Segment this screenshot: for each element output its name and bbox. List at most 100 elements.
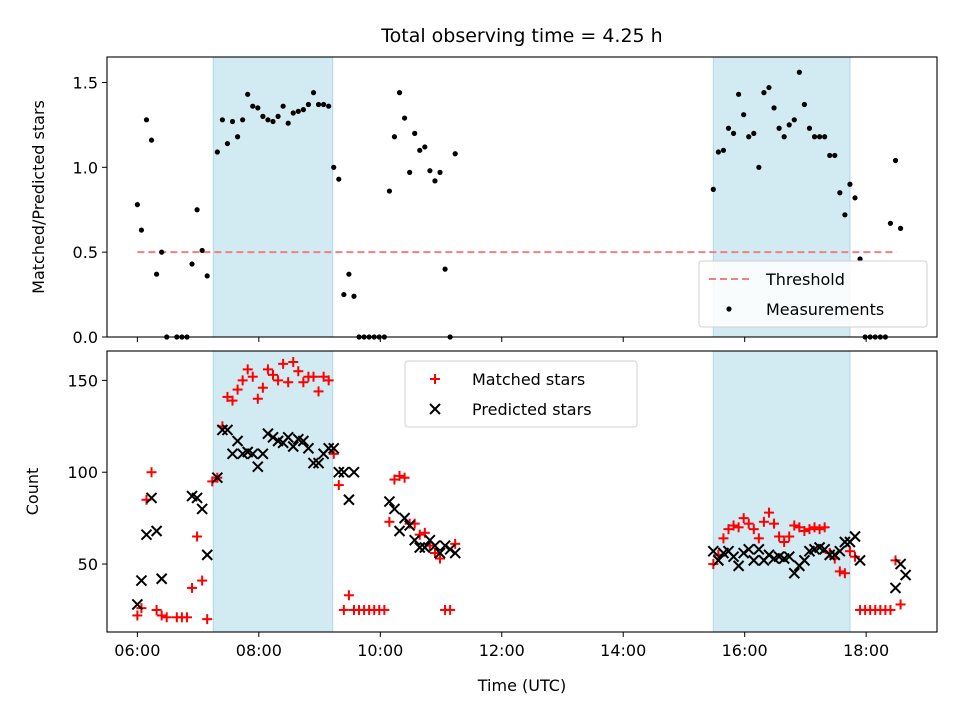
matched-stars-point [723, 524, 734, 535]
legend-label: Measurements [766, 300, 884, 319]
matched-stars-point [181, 612, 192, 623]
x-tick-label: 12:00 [479, 641, 525, 660]
matched-stars-point [308, 371, 319, 382]
matched-stars-point [197, 575, 208, 586]
measurements-point [240, 117, 246, 123]
matched-stars-point [814, 524, 825, 535]
measurements-point [305, 101, 312, 108]
predicted-stars-point [854, 554, 866, 567]
predicted-stars-point [226, 448, 239, 460]
count-panel: 50 100 150 06:00 08:00 10:00 12:00 14:00 16:00 18… [23, 350, 938, 695]
predicted-stars-point [434, 547, 446, 559]
ratio-axes: 0.0 0.5 1.0 1.5 [73, 56, 938, 347]
measurements-point [837, 190, 843, 196]
matched-stars-point [429, 548, 440, 559]
legend-marker-predicted-stars [429, 403, 441, 415]
measurements-point [214, 149, 220, 155]
predicted-stars-point [322, 442, 335, 455]
matched-stars-point [151, 604, 162, 615]
measurements-point [756, 164, 762, 170]
predicted-stars-point [712, 554, 725, 567]
predicted-stars-point [449, 547, 461, 559]
measurements-point [412, 130, 418, 136]
matched-stars-point [718, 533, 729, 544]
predicted-stars-point [297, 435, 310, 447]
predicted-stars-point [231, 435, 244, 447]
x-tick-label: 10:00 [357, 641, 403, 660]
measurements-point [751, 130, 757, 136]
y-tick-label: 1.5 [73, 73, 98, 92]
predicted-stars-point [899, 569, 912, 581]
matched-stars-point [257, 382, 268, 393]
measurements-point [321, 101, 327, 108]
measurements-point [736, 91, 742, 97]
x-tick-label: 06:00 [114, 641, 160, 660]
measurements-point [801, 101, 808, 108]
matched-stars-point [268, 369, 278, 380]
measurements-point [391, 134, 398, 140]
predicted-stars-point [343, 494, 355, 506]
measurements-point [776, 125, 782, 131]
measurements-point [331, 164, 337, 170]
legend-box [404, 360, 638, 428]
shaded-interval [213, 351, 333, 632]
matched-stars-point [895, 599, 906, 610]
predicted-stars-point [312, 457, 325, 469]
measurements-point [255, 105, 261, 111]
predicted-stars-point [282, 431, 294, 444]
shaded-interval [213, 57, 333, 337]
matched-stars-point [753, 533, 764, 544]
measurements-point [234, 134, 241, 140]
measurements-point [275, 113, 281, 119]
predicted-stars-point [211, 472, 224, 484]
predicted-stars-point [388, 503, 401, 515]
matched-stars-point [252, 393, 263, 404]
legend-label: Matched stars [472, 370, 585, 389]
x-tick-label: 16:00 [722, 641, 768, 660]
matched-stars-point [389, 474, 400, 485]
matched-stars-point [748, 524, 759, 535]
x-tick-label: 18:00 [843, 641, 889, 660]
matched-stars-point [839, 568, 850, 579]
matched-stars-point [232, 384, 243, 395]
measurements-point [897, 225, 904, 231]
predicted-stars-point [409, 534, 421, 546]
matched-stars-point [738, 513, 749, 524]
measurements-point [134, 202, 140, 208]
count-legend: Matched stars Predicted stars [404, 360, 638, 428]
predicted-stars-point [788, 567, 800, 579]
matched-stars-point [343, 590, 354, 601]
measurements-point [346, 271, 352, 277]
predicted-stars-point [419, 541, 431, 554]
measurements-point [396, 90, 403, 96]
measurements-point [816, 134, 823, 140]
measurements-point [270, 118, 276, 125]
predicted-stars-point [798, 554, 811, 567]
predicted-stars-point [135, 574, 148, 587]
predicted-stars-point [824, 549, 836, 561]
measurements-point [386, 188, 393, 194]
measurements-point [452, 151, 458, 157]
matched-stars-point [192, 531, 203, 542]
measurements-point [407, 169, 413, 175]
matched-stars-point [809, 522, 820, 533]
matched-stars-point [227, 395, 238, 406]
matched-stars-point [789, 520, 800, 531]
measurements-point [730, 130, 737, 136]
measurements-point [892, 157, 899, 164]
axes-frame [106, 56, 938, 338]
measurements-point [796, 69, 802, 75]
matched-stars-point [242, 364, 253, 375]
predicted-stars-point [131, 598, 144, 611]
matched-stars-point [450, 538, 461, 549]
measurements-point [437, 169, 443, 175]
matched-stars-point [278, 358, 289, 369]
predicted-stars-point [287, 440, 299, 453]
measurements-point [822, 134, 828, 140]
measurements-point [351, 293, 357, 299]
ratio-points [134, 69, 904, 340]
predicted-stars-point [328, 442, 340, 455]
count-ylabel: Count [23, 468, 42, 516]
predicted-stars-point [732, 560, 745, 572]
